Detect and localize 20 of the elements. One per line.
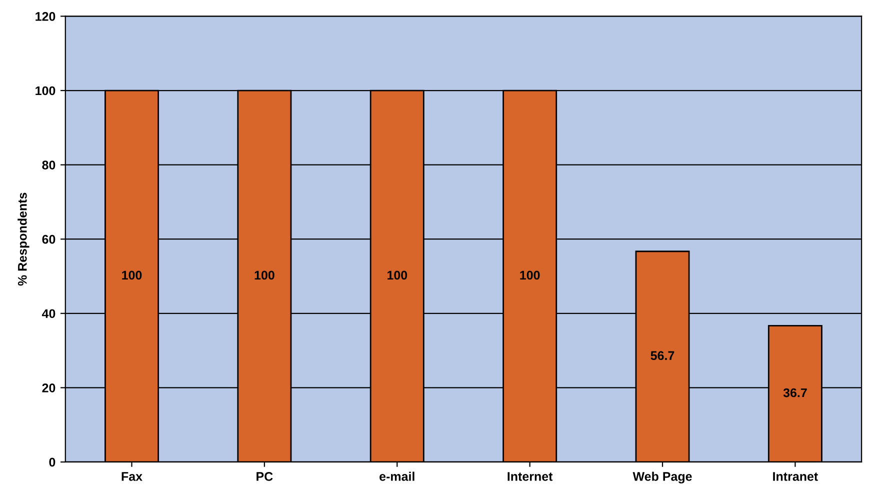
y-tick-label: 80 xyxy=(42,160,56,170)
y-axis-title: % Respondents xyxy=(18,192,30,286)
data-label: 36.7 xyxy=(783,388,807,398)
y-tick-label: 40 xyxy=(42,309,56,318)
x-tick-label: Internet xyxy=(508,472,553,481)
y-tick-label: 20 xyxy=(42,383,56,392)
x-tick-label: Intranet xyxy=(773,472,818,481)
data-label: 100 xyxy=(254,270,274,280)
x-tick-label: e-mail xyxy=(380,472,414,481)
y-tick-label: 60 xyxy=(42,234,56,244)
data-label: 100 xyxy=(122,270,142,280)
x-tick-label: Web Page xyxy=(632,472,692,484)
data-label: 100 xyxy=(387,270,408,280)
data-label: 100 xyxy=(520,270,540,280)
y-tick-label: 100 xyxy=(36,86,56,96)
data-label: 56.7 xyxy=(650,351,674,360)
y-tick-label: 120 xyxy=(36,12,56,21)
x-tick-label: PC xyxy=(256,472,273,481)
y-tick-label: 0 xyxy=(49,458,56,467)
x-tick-label: Fax xyxy=(122,472,142,481)
